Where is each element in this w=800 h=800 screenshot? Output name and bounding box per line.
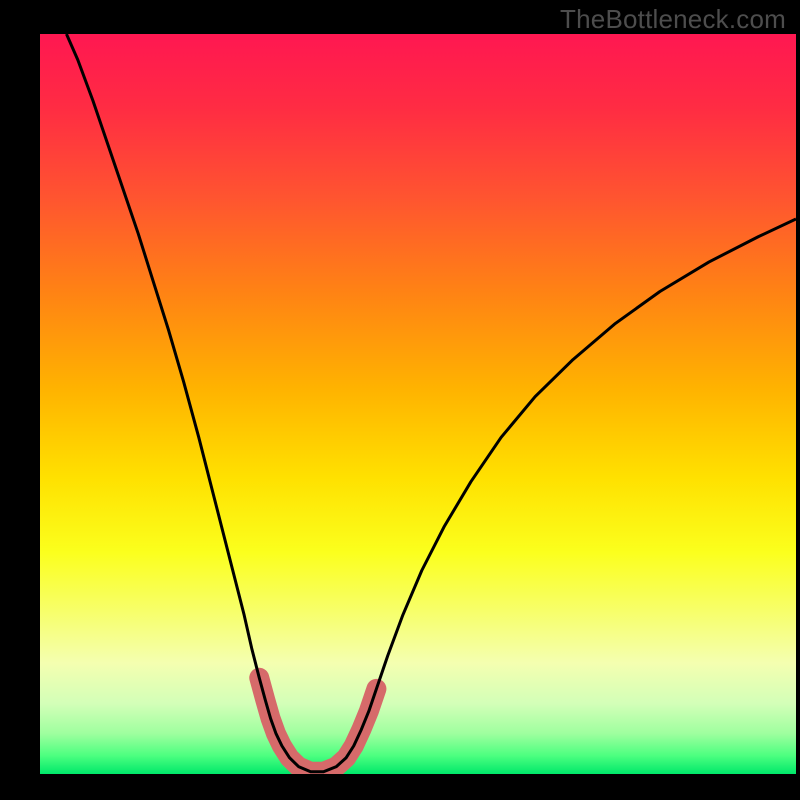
frame-right — [796, 0, 800, 800]
gradient-background — [40, 34, 796, 774]
watermark-label: TheBottleneck.com — [560, 4, 786, 35]
chart-container: TheBottleneck.com — [0, 0, 800, 800]
frame-bottom — [0, 774, 800, 800]
plot-area — [40, 34, 796, 774]
chart-svg — [40, 34, 796, 774]
frame-left — [0, 0, 40, 800]
